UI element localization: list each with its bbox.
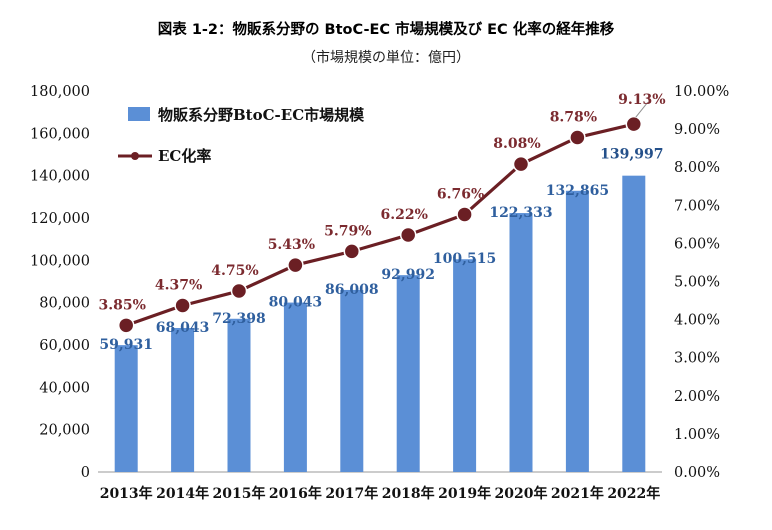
line-point [512,155,530,173]
y-left-tick-label: 40,000 [39,380,90,396]
x-tick-label: 2017年 [325,485,378,502]
bar-value-label: 68,043 [156,320,210,336]
x-tick-label: 2015年 [213,485,266,502]
bar-value-label: 86,008 [325,282,379,298]
line-point [174,297,191,314]
bar [622,175,646,472]
y-left-tick-label: 60,000 [39,338,90,354]
bar-value-label: 72,398 [212,311,266,327]
bar [509,213,533,472]
line-label-leader [635,101,649,118]
bar [453,259,477,472]
y-left-tick-label: 20,000 [39,423,90,439]
bar [283,302,307,472]
legend-bar-label: 物販系分野BtoC-EC市場規模 [158,106,365,124]
line-point [456,206,473,223]
y-left-tick-label: 80,000 [39,296,90,312]
line-value-label: 4.75% [211,263,258,279]
x-tick-label: 2020年 [495,485,548,502]
x-tick-label: 2018年 [382,485,435,502]
bar-value-label: 59,931 [99,337,153,353]
y-left-tick-label: 100,000 [30,253,90,269]
y-right-tick-label: 7.00% [674,198,720,214]
y-left-tick-label: 160,000 [30,126,90,142]
x-tick-label: 2019年 [438,485,491,502]
line-value-label: 6.22% [380,207,427,223]
chart-subtitle: （市場規模の単位：億円） [302,49,470,66]
line-value-label: 3.85% [98,297,145,313]
bar-value-label: 139,997 [600,147,663,163]
line-value-label: 9.13% [618,92,665,108]
y-right-tick-label: 9.00% [674,122,720,138]
line-value-label: 5.43% [268,237,315,253]
y-right-tick-label: 1.00% [674,427,720,443]
x-tick-label: 2013年 [100,485,153,502]
legend-line-label: EC化率 [158,147,211,165]
bar-series [114,175,646,472]
y-right-tick-label: 2.00% [674,389,720,405]
y-right-tick-label: 10.00% [674,84,729,100]
legend: 物販系分野BtoC-EC市場規模 EC化率 [118,106,365,165]
y-right-tick-label: 6.00% [674,236,720,252]
data-labels: 59,93168,04372,39880,04386,00892,992100,… [98,92,665,353]
y-right-tick-label: 5.00% [674,275,720,291]
line-point [117,317,135,334]
line-point [399,226,417,244]
bar [340,289,364,472]
bar-value-label: 100,515 [433,251,496,267]
bar-value-label: 80,043 [269,295,323,311]
line-value-label: 4.37% [155,278,202,294]
bar-value-label: 132,865 [546,183,609,199]
x-tick-label: 2021年 [551,485,604,502]
y-right-tick-label: 4.00% [674,313,720,329]
bar [565,190,589,472]
y-left-tick-label: 140,000 [30,169,90,185]
bar-value-label: 92,992 [381,267,435,283]
line-value-label: 5.79% [324,223,371,239]
y-right-tick-label: 0.00% [674,465,720,481]
bar [396,275,420,472]
bar [171,327,195,472]
line-point [569,129,586,146]
y-left-tick-label: 120,000 [30,211,90,227]
x-tick-label: 2014年 [156,485,209,502]
bar-value-label: 122,333 [489,205,552,221]
x-tick-label: 2022年 [607,485,660,502]
bar [114,345,138,472]
line-series [117,115,643,334]
y-left-tick-label: 0 [81,465,90,481]
x-tick-label: 2016年 [269,485,322,502]
y-left-tick-label: 180,000 [30,84,90,100]
y-right-tick-label: 8.00% [674,160,720,176]
line-point [287,256,304,274]
line-value-label: 6.76% [437,186,484,202]
bar [227,318,251,472]
legend-line-marker [131,152,139,160]
chart-title: 図表 1-2：物販系分野の BtoC-EC 市場規模及び EC 化率の経年推移 [158,20,615,38]
line-point [343,243,361,260]
line-value-label: 8.08% [493,136,540,152]
y-right-tick-label: 3.00% [674,351,720,367]
line-value-label: 8.78% [550,109,597,125]
line-point [625,115,643,133]
axes: 0 20,000 40,000 60,000 80,000 100,000 120,000 1… [30,84,729,502]
legend-bar-swatch [128,107,150,121]
line-path [125,122,635,327]
line-point [230,282,248,300]
